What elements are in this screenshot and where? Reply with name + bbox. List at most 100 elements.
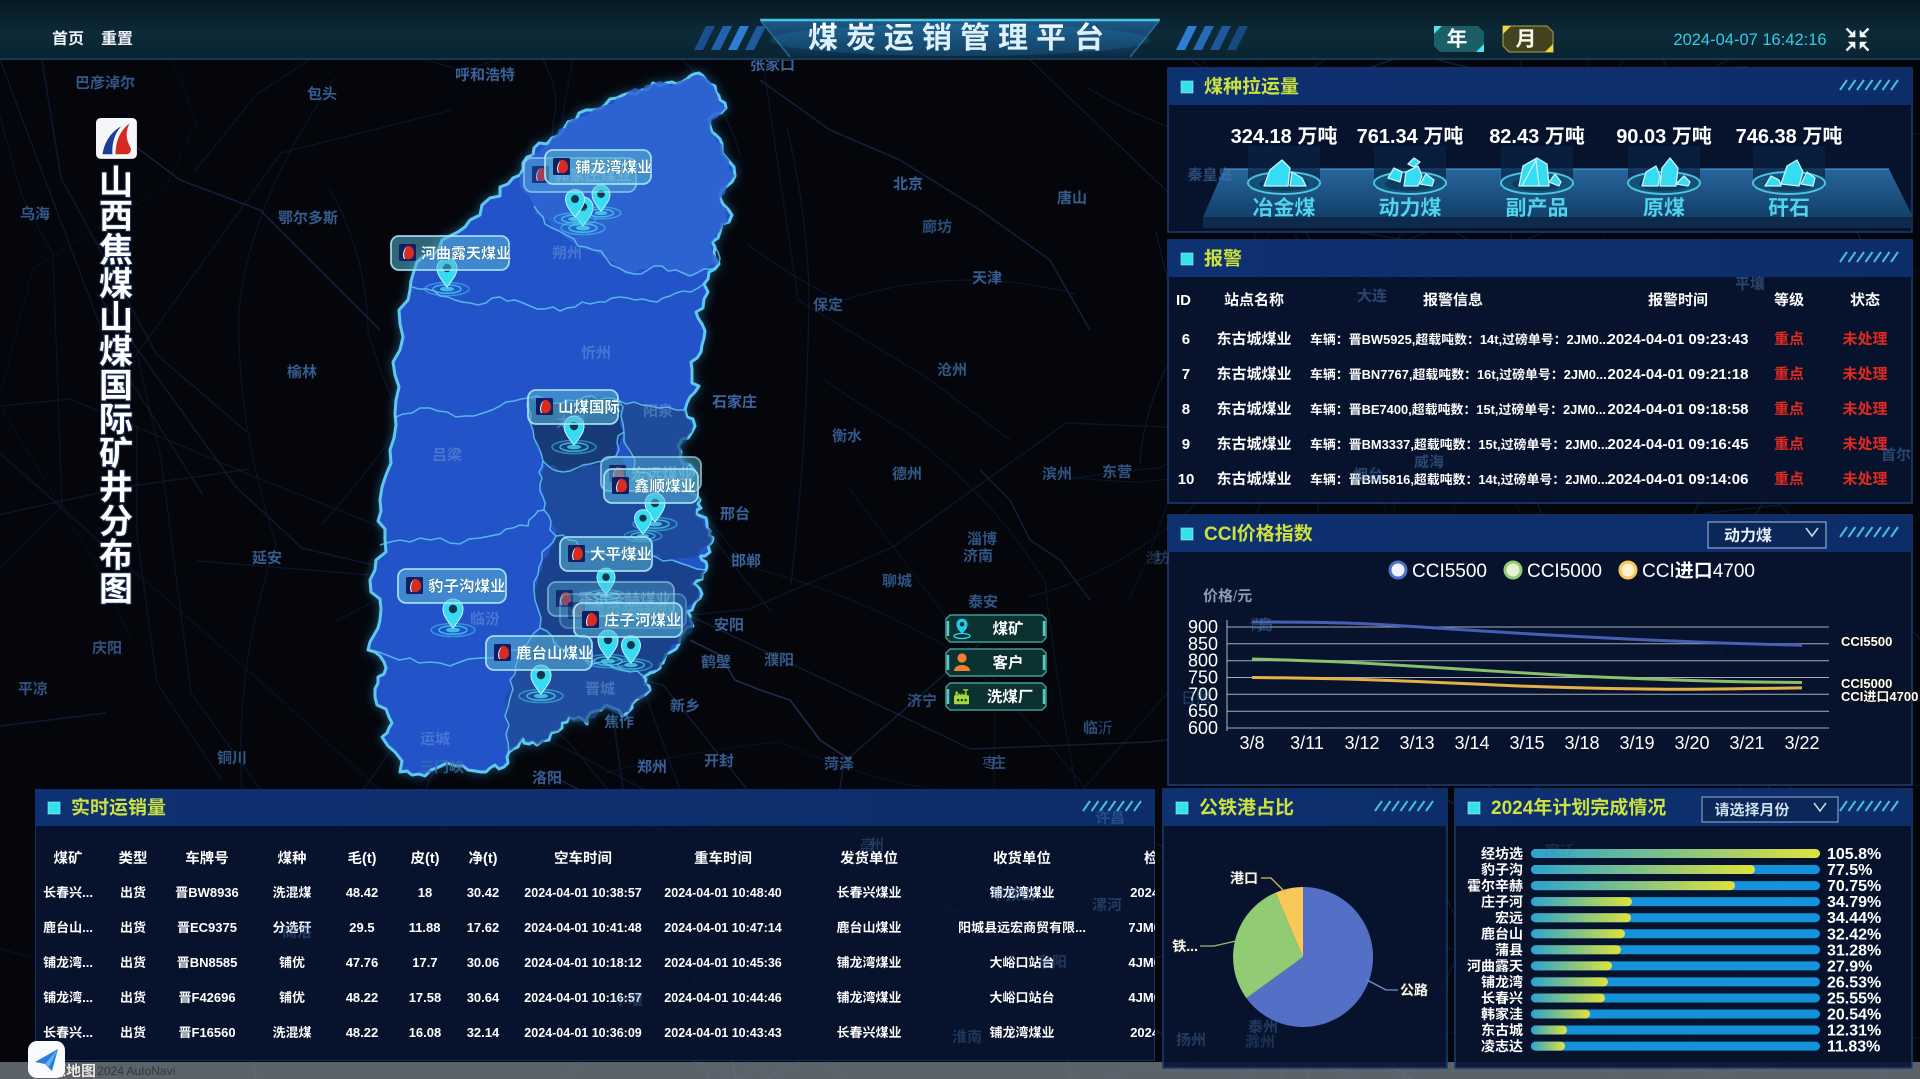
svg-text:...: ...	[1186, 938, 1198, 954]
svg-text:32.42%: 32.42%	[1827, 926, 1881, 943]
svg-text:BN8585: BN8585	[190, 955, 238, 970]
svg-text:2024-04-07 16:42:16: 2024-04-07 16:42:16	[1673, 31, 1826, 49]
svg-text:2024-04-01 10:44:46: 2024-04-01 10:44:46	[664, 991, 781, 1005]
svg-text:CCI5500: CCI5500	[1841, 634, 1892, 649]
svg-text:沂: 沂	[1098, 720, 1113, 737]
svg-text:17.58: 17.58	[409, 990, 442, 1005]
svg-text:2JM0...: 2JM0...	[1567, 332, 1610, 347]
svg-text:...: ...	[82, 920, 93, 935]
svg-text:3/13: 3/13	[1399, 733, 1434, 753]
svg-text:20.54%: 20.54%	[1827, 1007, 1881, 1024]
svg-text:3/12: 3/12	[1344, 733, 1379, 753]
svg-text:2024-04-01 10:18:12: 2024-04-01 10:18:12	[524, 956, 641, 970]
svg-text:2JM0...: 2JM0...	[1564, 367, 1607, 382]
svg-text:761.34: 761.34	[1357, 126, 1419, 148]
svg-text:4700: 4700	[1713, 561, 1755, 582]
svg-text:77.5%: 77.5%	[1827, 862, 1872, 879]
svg-text:CCI5500: CCI5500	[1412, 561, 1487, 582]
svg-text:700: 700	[1188, 684, 1218, 704]
svg-text:850: 850	[1188, 634, 1218, 654]
svg-text:CCI: CCI	[1841, 689, 1863, 704]
svg-text:26.53%: 26.53%	[1827, 974, 1881, 991]
svg-text:3/15: 3/15	[1509, 733, 1544, 753]
svg-text:15t,: 15t,	[1476, 402, 1498, 417]
svg-text:...: ...	[82, 955, 93, 970]
svg-text:© 2024 AutoNavi: © 2024 AutoNavi	[85, 1064, 175, 1078]
svg-text:...: ...	[82, 990, 93, 1005]
svg-text:25.55%: 25.55%	[1827, 990, 1881, 1007]
svg-text:70.75%: 70.75%	[1827, 878, 1881, 895]
svg-text:800: 800	[1188, 651, 1218, 671]
svg-text:47.76: 47.76	[346, 955, 379, 970]
svg-text:2024-04-01 10:36:09: 2024-04-01 10:36:09	[524, 1026, 641, 1040]
svg-text:17.7: 17.7	[412, 955, 437, 970]
svg-text:15t,: 15t,	[1478, 437, 1500, 452]
svg-text:31.28%: 31.28%	[1827, 942, 1881, 959]
svg-text:48.22: 48.22	[346, 1025, 379, 1040]
svg-text:48.22: 48.22	[346, 990, 379, 1005]
svg-text:...: ...	[1075, 920, 1086, 935]
svg-text:3/22: 3/22	[1784, 733, 1819, 753]
svg-text:ID: ID	[1176, 292, 1191, 309]
svg-text:16.08: 16.08	[409, 1025, 442, 1040]
svg-text:2JM0...: 2JM0...	[1565, 472, 1608, 487]
svg-text:11.83%: 11.83%	[1827, 1039, 1880, 1056]
svg-text:9: 9	[1182, 436, 1190, 453]
svg-text:BE7400,: BE7400,	[1362, 402, 1412, 417]
svg-text:BW5925,: BW5925,	[1362, 332, 1416, 347]
svg-text:650: 650	[1188, 701, 1218, 721]
svg-text:EC9375: EC9375	[190, 920, 237, 935]
svg-text:324.18: 324.18	[1231, 126, 1292, 148]
svg-text:14t,: 14t,	[1480, 332, 1502, 347]
svg-text:8: 8	[1182, 401, 1190, 418]
svg-text:...: ...	[82, 885, 93, 900]
svg-text:2024-04-01 10:43:43: 2024-04-01 10:43:43	[664, 1026, 781, 1040]
svg-text:2024-04-01 09:18:58: 2024-04-01 09:18:58	[1608, 401, 1749, 418]
svg-text:900: 900	[1188, 617, 1218, 637]
svg-text:2024-04-01 10:45:36: 2024-04-01 10:45:36	[664, 956, 781, 970]
svg-text:(t): (t)	[425, 851, 440, 867]
svg-text:3/19: 3/19	[1619, 733, 1654, 753]
svg-text:(t): (t)	[362, 851, 377, 867]
svg-text:30.06: 30.06	[467, 955, 500, 970]
svg-text:17.62: 17.62	[467, 920, 500, 935]
svg-text:BM3337,: BM3337,	[1362, 437, 1414, 452]
svg-text:CCI5000: CCI5000	[1841, 676, 1892, 691]
svg-text:20240401104: 20240401104	[1130, 885, 1210, 900]
svg-text:2024-04-01 09:23:43: 2024-04-01 09:23:43	[1608, 331, 1749, 348]
svg-text:12.31%: 12.31%	[1827, 1023, 1881, 1040]
svg-text:16t,: 16t,	[1477, 367, 1499, 382]
svg-text:(t): (t)	[483, 851, 498, 867]
svg-text:2JM0...: 2JM0...	[1563, 402, 1606, 417]
svg-text:2024-04-01 10:38:57: 2024-04-01 10:38:57	[524, 886, 641, 900]
svg-text:14t,: 14t,	[1478, 472, 1500, 487]
svg-text:34.79%: 34.79%	[1827, 894, 1881, 911]
svg-text:BW8936: BW8936	[188, 885, 239, 900]
svg-text:18: 18	[418, 885, 432, 900]
svg-text:2024-04-01 09:14:06: 2024-04-01 09:14:06	[1608, 471, 1749, 488]
svg-text:27.9%: 27.9%	[1827, 958, 1872, 975]
svg-text:3/11: 3/11	[1290, 733, 1324, 753]
svg-text:48.42: 48.42	[346, 885, 379, 900]
svg-text:20240401104: 20240401104	[1130, 1025, 1210, 1040]
svg-text:105.8%: 105.8%	[1827, 846, 1881, 863]
svg-text:2JM0...: 2JM0...	[1565, 437, 1608, 452]
svg-text:2024: 2024	[1491, 798, 1534, 819]
svg-text:11.88: 11.88	[409, 920, 441, 935]
svg-text:BM5816,: BM5816,	[1362, 472, 1414, 487]
svg-text:4JM02024040: 4JM02024040	[1128, 955, 1211, 970]
svg-text:7: 7	[1182, 366, 1190, 383]
svg-text:32.14: 32.14	[467, 1025, 500, 1040]
svg-text:600: 600	[1188, 718, 1218, 738]
svg-text:2024-04-01 10:16:57: 2024-04-01 10:16:57	[524, 991, 641, 1005]
svg-text:82.43: 82.43	[1489, 126, 1539, 148]
svg-text:CCI5000: CCI5000	[1527, 561, 1602, 582]
svg-text:10: 10	[1178, 471, 1195, 488]
svg-text:2024-04-01 09:16:45: 2024-04-01 09:16:45	[1608, 436, 1749, 453]
svg-text:2024-04-01 10:41:48: 2024-04-01 10:41:48	[524, 921, 641, 935]
svg-text:7JM02024040: 7JM02024040	[1128, 920, 1211, 935]
svg-text:F16560: F16560	[192, 1025, 236, 1040]
svg-text:2024-04-01 10:47:14: 2024-04-01 10:47:14	[664, 921, 781, 935]
svg-text:90.03: 90.03	[1616, 126, 1666, 148]
svg-text:2024-04-01 10:48:40: 2024-04-01 10:48:40	[664, 886, 781, 900]
